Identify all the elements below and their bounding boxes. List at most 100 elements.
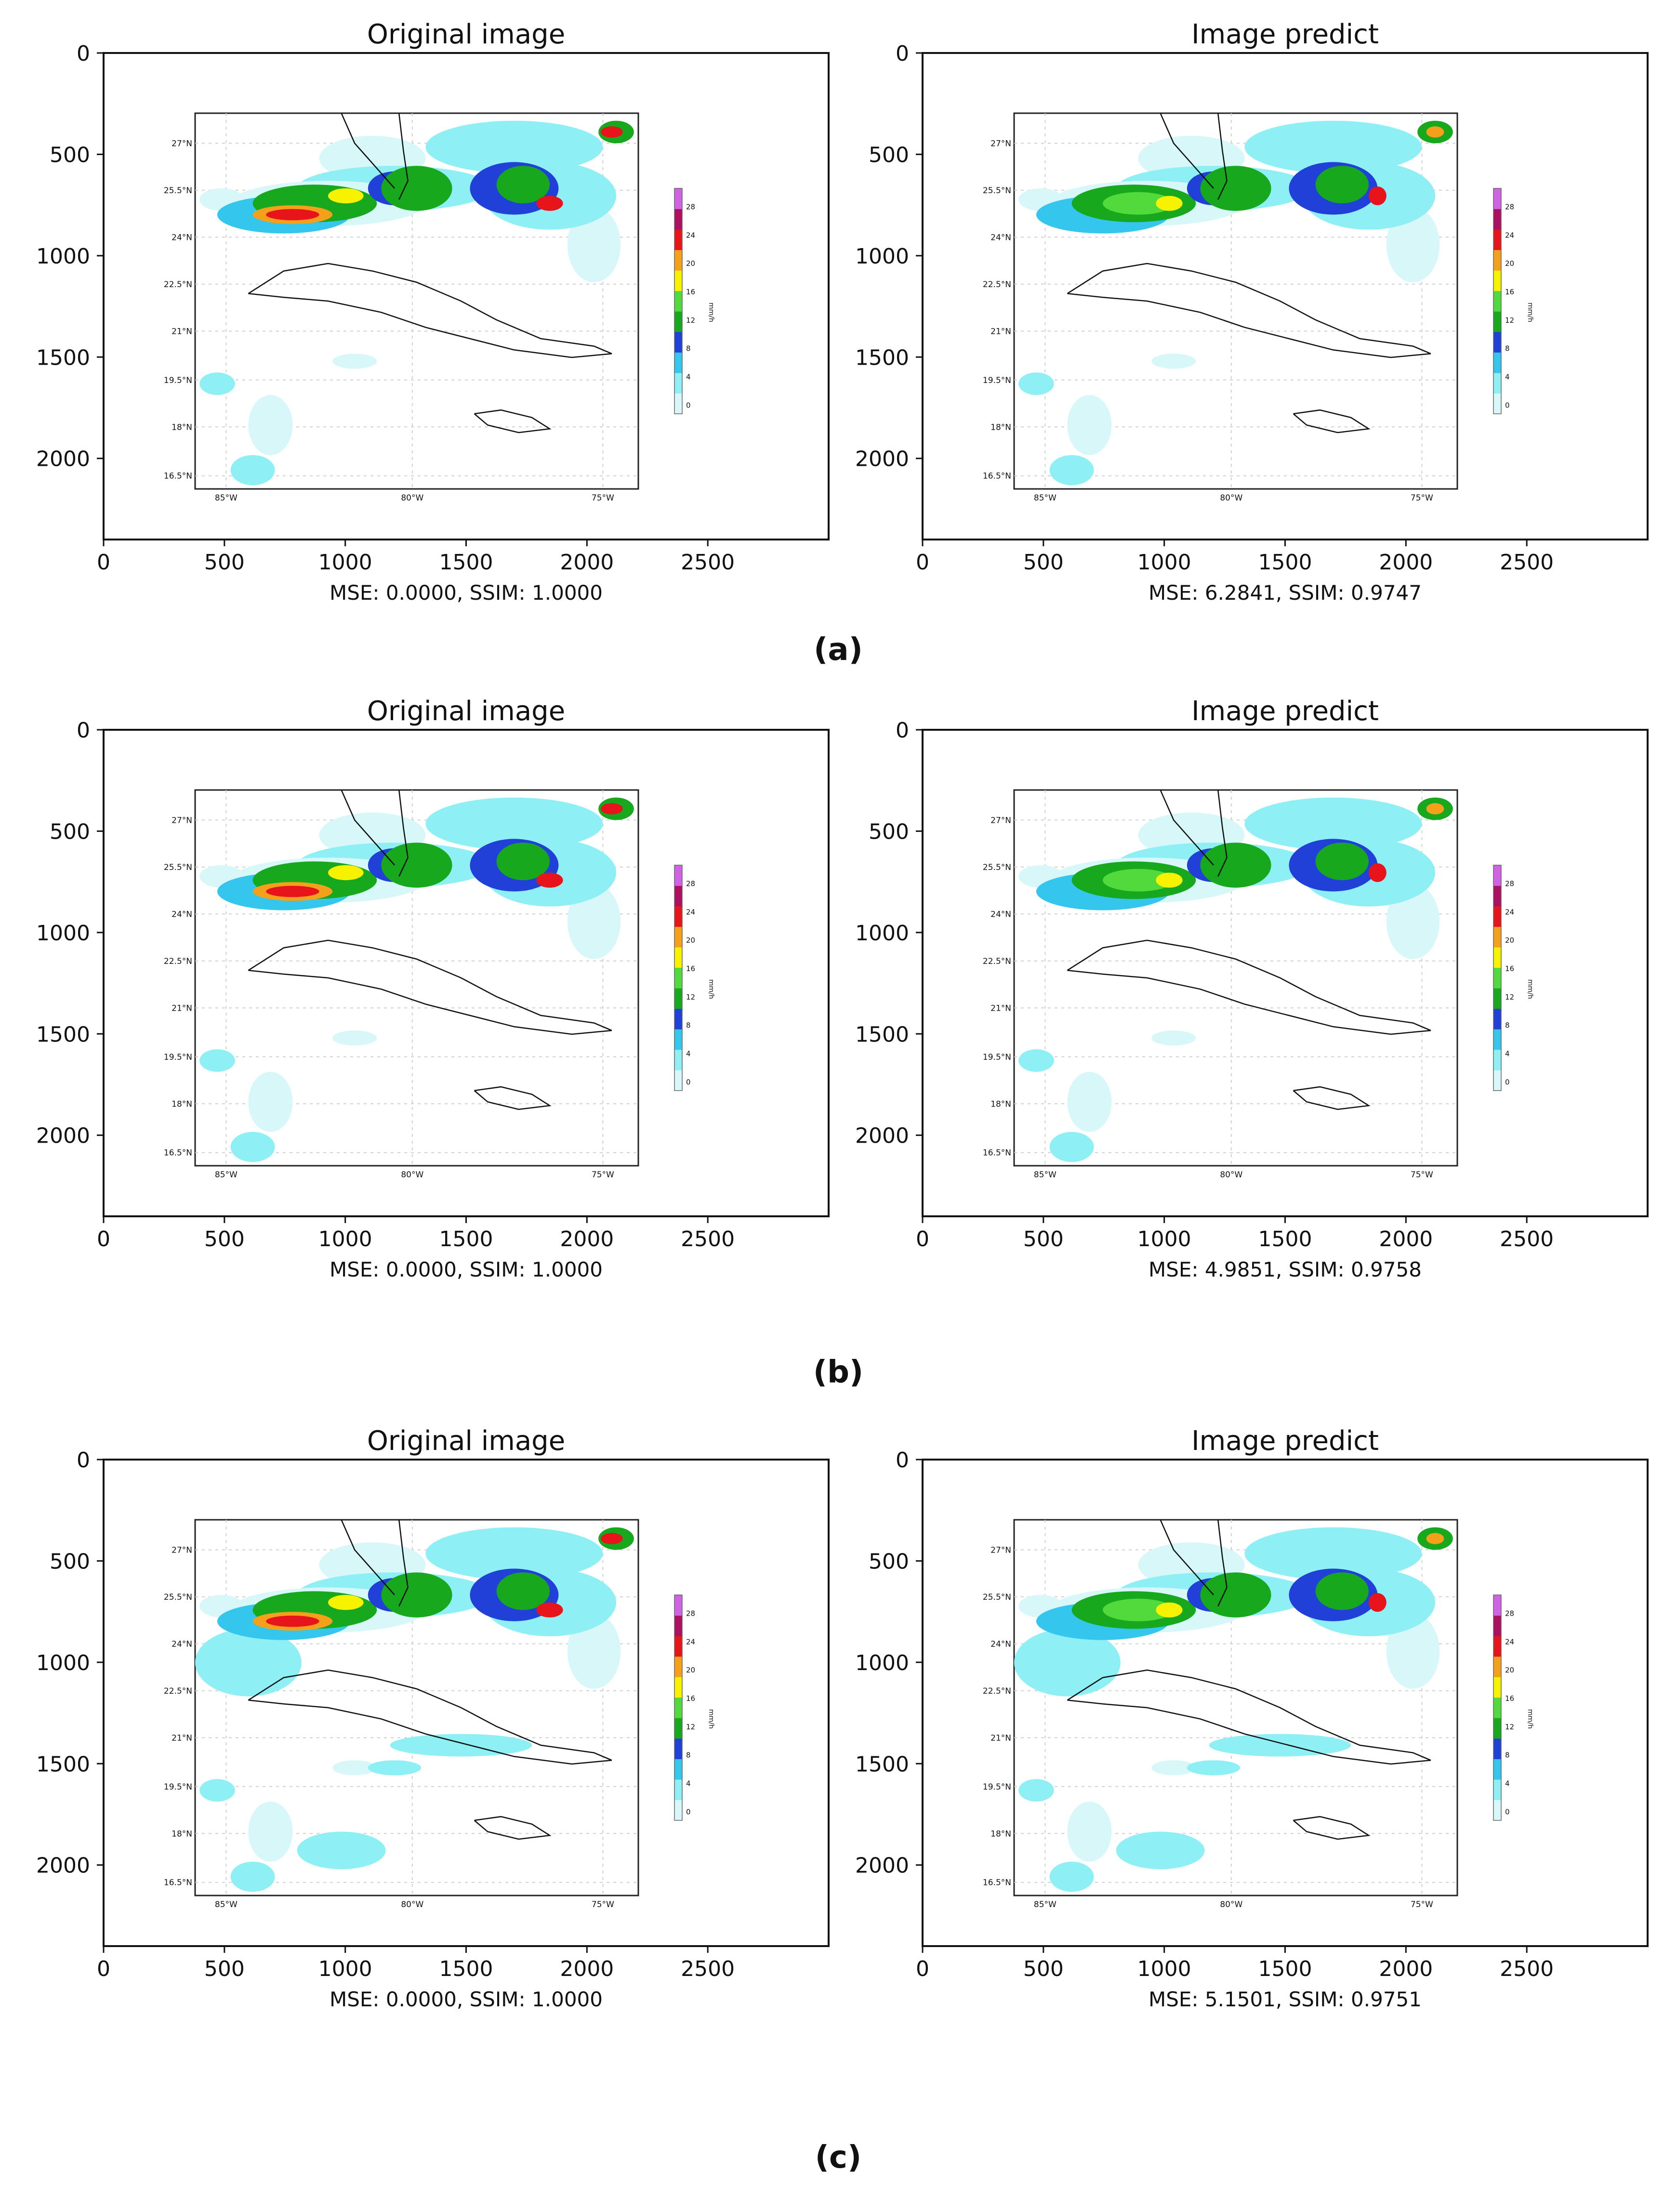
- map-lat-label: 18°N: [990, 1829, 1011, 1839]
- colorbar-segment: [1493, 906, 1501, 927]
- map-lat-label: 21°N: [990, 1003, 1011, 1013]
- map-lon-label: 80°W: [1220, 493, 1242, 503]
- colorbar-segment: [674, 311, 682, 332]
- colorbar-segment: [1493, 372, 1501, 394]
- colorbar-segment: [674, 250, 682, 271]
- precip-core: [266, 885, 319, 897]
- precip-light: [1187, 1760, 1241, 1776]
- colorbar-tick: 0: [686, 1807, 691, 1816]
- x-tick-label: 1500: [1258, 1957, 1312, 1981]
- colorbar-tick: 12: [686, 316, 695, 325]
- map-lat-label: 21°N: [172, 1733, 192, 1743]
- precip-light: [199, 372, 235, 395]
- metric-label: MSE: 6.2841, SSIM: 0.9747: [1149, 581, 1422, 605]
- precip-light: [1244, 120, 1422, 173]
- y-tick-label: 1000: [855, 1651, 909, 1675]
- colorbar-segment: [1493, 1615, 1501, 1636]
- colorbar-tick: 28: [1505, 1609, 1514, 1618]
- y-tick-label: 500: [50, 819, 90, 844]
- x-tick-label: 1500: [439, 1227, 493, 1251]
- colorbar-tick: 4: [1505, 1049, 1510, 1058]
- colorbar-tick: 16: [1505, 964, 1514, 973]
- colorbar-segment: [674, 1656, 682, 1677]
- colorbar-frame: [674, 1594, 683, 1821]
- y-tick-label: 0: [896, 1448, 909, 1473]
- colorbar-segment: [674, 865, 682, 886]
- coastline-florida: [1160, 113, 1214, 189]
- x-tick-label: 2500: [681, 1957, 735, 1981]
- colorbar-tick: 24: [1505, 908, 1514, 916]
- x-tick-label: 0: [916, 1227, 929, 1251]
- precip-light: [1209, 1734, 1351, 1757]
- map-lat-label: 16.5°N: [164, 1878, 192, 1888]
- colorbar-segment: [674, 352, 682, 373]
- y-tick-label: 1000: [36, 244, 90, 269]
- x-tick-label: 2500: [1500, 1227, 1554, 1251]
- precip-core: [266, 209, 319, 221]
- colorbar-segment: [674, 1677, 682, 1698]
- panel-title: Image predict: [1191, 1425, 1379, 1457]
- colorbar-segment: [674, 947, 682, 968]
- map-lon-label: 75°W: [592, 493, 614, 503]
- colorbar-tick: 24: [1505, 231, 1514, 239]
- coastline-jamaica: [1293, 1086, 1371, 1110]
- precip-core: [536, 872, 563, 888]
- precip-light: [425, 120, 603, 173]
- precip-core: [600, 803, 623, 815]
- coastline-cuba: [1067, 939, 1431, 1035]
- coastline-florida: [1217, 1519, 1228, 1606]
- precip-light: [230, 1132, 275, 1162]
- precip-core: [328, 188, 364, 204]
- y-tick-label: 2000: [36, 1124, 90, 1148]
- precip-core: [600, 126, 623, 138]
- map-lon-label: 85°W: [215, 493, 238, 503]
- map-lat-label: 21°N: [990, 1733, 1011, 1743]
- colorbar-tick: 24: [1505, 1637, 1514, 1646]
- map-lat-label: 22.5°N: [164, 280, 192, 290]
- precip-light: [248, 395, 293, 455]
- colorbar-tick: 0: [686, 1078, 691, 1086]
- y-tick-label: 1000: [855, 244, 909, 269]
- x-tick-label: 2000: [1379, 1227, 1433, 1251]
- x-tick-label: 1500: [1258, 1227, 1312, 1251]
- map-lat-label: 24°N: [990, 1639, 1011, 1649]
- precip-band: [496, 166, 550, 204]
- colorbar-segment: [674, 1070, 682, 1091]
- x-tick-label: 2500: [681, 1227, 735, 1251]
- precip-light: [1018, 1779, 1054, 1802]
- colorbar-segment: [1493, 229, 1501, 250]
- coastline-jamaica: [1293, 1816, 1371, 1840]
- colorbar-tick: 28: [686, 879, 695, 888]
- colorbar-tick: 0: [1505, 1807, 1510, 1816]
- map-lat-label: 16.5°N: [164, 1148, 192, 1158]
- colorbar-tick: 8: [686, 1021, 691, 1030]
- colorbar-unit: mm/h: [1526, 1709, 1534, 1729]
- coastline-jamaica: [474, 1816, 552, 1840]
- colorbar-segment: [674, 229, 682, 250]
- precip-light: [1151, 1030, 1196, 1046]
- precip-light: [230, 1861, 275, 1892]
- colorbar-segment: [674, 372, 682, 394]
- panel-title: Image predict: [1191, 696, 1379, 727]
- precip-core: [1369, 863, 1386, 882]
- x-tick-label: 2000: [1379, 1957, 1433, 1981]
- colorbar-segment: [1493, 1738, 1501, 1759]
- map-lon-label: 85°W: [1034, 1900, 1056, 1909]
- precip-core: [1369, 1593, 1386, 1612]
- x-tick-label: 0: [97, 1227, 110, 1251]
- map-lat-label: 16.5°N: [983, 472, 1011, 481]
- colorbar-tick: 20: [1505, 259, 1514, 268]
- colorbar-frame: [1493, 188, 1502, 414]
- colorbar-segment: [1493, 967, 1501, 988]
- panel-predict: Image predict 0 500 1000 1500 2000 2500 0 500 100…: [855, 1425, 1649, 2011]
- precip-light: [1244, 797, 1422, 850]
- map-lat-label: 27°N: [990, 816, 1011, 825]
- y-tick-label: 1500: [36, 1752, 90, 1777]
- colorbar-segment: [1493, 188, 1501, 210]
- precip-core: [1426, 1533, 1444, 1544]
- x-tick-label: 500: [1023, 1227, 1064, 1251]
- colorbar-unit: mm/h: [707, 303, 715, 322]
- colorbar-tick: 20: [1505, 936, 1514, 945]
- colorbar-segment: [1493, 1718, 1501, 1739]
- colorbar-segment: [1493, 1697, 1501, 1718]
